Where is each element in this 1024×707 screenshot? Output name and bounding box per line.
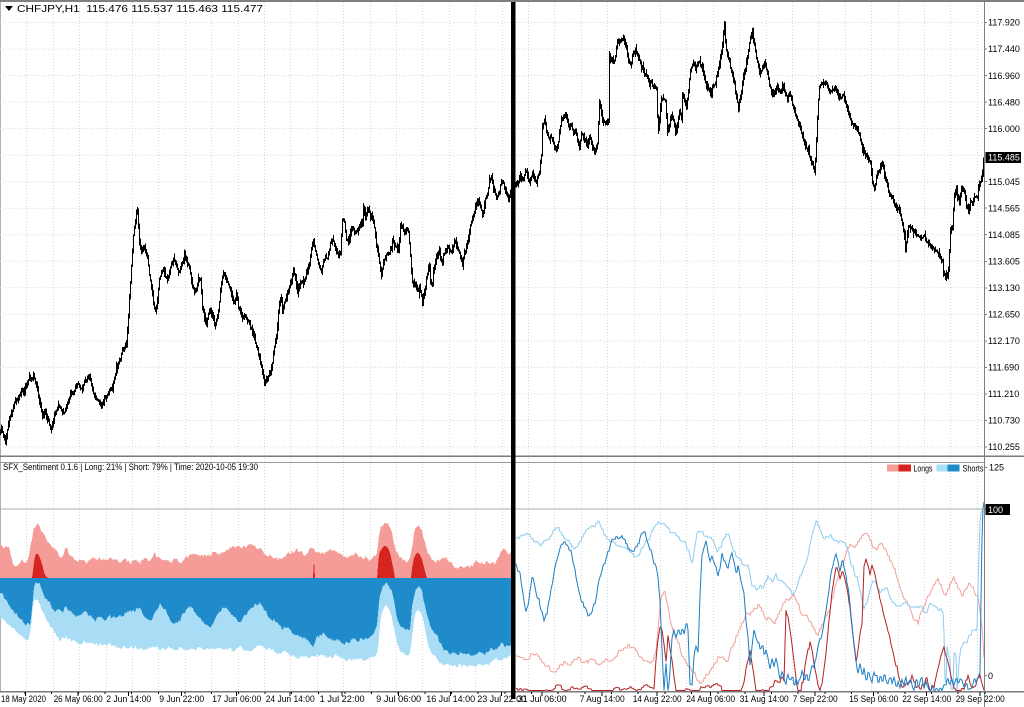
svg-text:113.605: 113.605	[988, 257, 1020, 267]
svg-text:24 Jun 14:00: 24 Jun 14:00	[266, 694, 315, 704]
svg-text:115.485: 115.485	[988, 153, 1020, 163]
svg-text:24 Aug 06:00: 24 Aug 06:00	[686, 694, 735, 704]
svg-text:29 Sep 22:00: 29 Sep 22:00	[956, 694, 1005, 704]
svg-text:31 Jul 06:00: 31 Jul 06:00	[518, 694, 567, 704]
svg-text:1 Jul 22:00: 1 Jul 22:00	[320, 694, 365, 704]
svg-text:22 Sep 14:00: 22 Sep 14:00	[902, 694, 951, 704]
svg-text:7 Sep 22:00: 7 Sep 22:00	[793, 694, 838, 704]
svg-text:100: 100	[988, 505, 1003, 515]
svg-text:CHFJPY,H1 115.476 115.537 115: CHFJPY,H1 115.476 115.537 115.463 115.47…	[17, 3, 263, 15]
svg-text:Shorts: Shorts	[963, 464, 984, 474]
svg-text:9 Jul 06:00: 9 Jul 06:00	[376, 694, 421, 704]
svg-text:112.170: 112.170	[988, 336, 1020, 346]
svg-text:SFX_Sentiment 0.1.6 | Long: 21: SFX_Sentiment 0.1.6 | Long: 21% | Short:…	[3, 462, 258, 472]
svg-text:110.255: 110.255	[988, 442, 1020, 452]
svg-text:23 Jul 22:00: 23 Jul 22:00	[477, 694, 526, 704]
svg-text:2 Jun 14:00: 2 Jun 14:00	[106, 694, 151, 704]
svg-text:15 Sep 06:00: 15 Sep 06:00	[849, 694, 898, 704]
svg-text:112.650: 112.650	[988, 310, 1020, 320]
svg-text:18 May 2020: 18 May 2020	[1, 694, 46, 704]
svg-text:7 Aug 14:00: 7 Aug 14:00	[580, 694, 625, 704]
svg-text:125: 125	[989, 463, 1004, 473]
svg-text:117.920: 117.920	[988, 18, 1020, 28]
svg-text:14 Aug 22:00: 14 Aug 22:00	[633, 694, 682, 704]
svg-text:9 Jun 22:00: 9 Jun 22:00	[159, 694, 204, 704]
svg-text:111.210: 111.210	[988, 389, 1019, 399]
svg-text:31 Aug 14:00: 31 Aug 14:00	[740, 694, 789, 704]
svg-text:116.960: 116.960	[988, 71, 1020, 81]
svg-text:0: 0	[988, 671, 993, 681]
svg-text:115.045: 115.045	[988, 177, 1020, 187]
svg-text:114.565: 114.565	[988, 203, 1020, 213]
svg-text:116.480: 116.480	[988, 97, 1020, 107]
svg-text:16 Jul 14:00: 16 Jul 14:00	[426, 694, 475, 704]
svg-text:117.440: 117.440	[988, 44, 1020, 54]
svg-text:114.085: 114.085	[988, 230, 1020, 240]
svg-text:Longs: Longs	[914, 464, 933, 474]
svg-text:113.130: 113.130	[988, 283, 1020, 293]
svg-text:110.730: 110.730	[988, 416, 1020, 426]
svg-text:111.690: 111.690	[988, 363, 1019, 373]
svg-text:116.000: 116.000	[988, 124, 1020, 134]
svg-text:17 Jun 06:00: 17 Jun 06:00	[212, 694, 261, 704]
svg-text:26 May 06:00: 26 May 06:00	[54, 694, 103, 704]
